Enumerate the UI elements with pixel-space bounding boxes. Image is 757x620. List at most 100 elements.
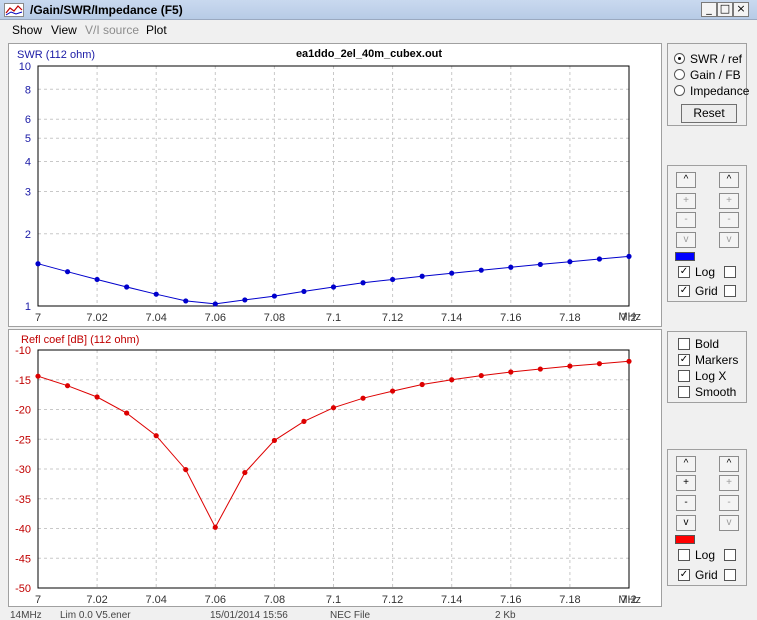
checkbox-label: Log X [695,369,727,383]
x-tick-label: 7.14 [441,312,462,324]
swr-min-up-button[interactable]: ^ [676,172,696,188]
menu-view[interactable]: View [51,23,77,37]
y-tick-label: 2 [25,229,31,241]
y-tick-label: 3 [25,186,31,198]
checkbox-checked-icon[interactable]: ✓ [678,285,690,297]
refl-min-minus-button[interactable]: - [676,495,696,511]
status-item: Lim 0.0 V5.ener [60,610,131,620]
refl-axis-label: Refl coef [dB] (112 ohm) [21,334,139,346]
swr-min-minus-button[interactable]: - [676,212,696,228]
y-tick-label: 8 [25,84,31,96]
data-point [301,288,307,295]
y-tick-label: -15 [15,375,31,387]
swr-grid-x-checkbox[interactable] [724,285,736,297]
y-tick-label: 4 [25,157,31,169]
checkbox-icon[interactable] [678,338,690,350]
x-tick-label: 7.2 [621,312,636,324]
checkbox-checked-icon[interactable]: ✓ [678,266,690,278]
menu-plot[interactable]: Plot [146,23,167,37]
refl-min-plus-button[interactable]: + [676,475,696,491]
refl-grid-x-checkbox[interactable] [724,569,736,581]
radio-selected-icon[interactable] [674,53,685,64]
data-point [419,381,425,388]
data-point [567,363,573,369]
maximize-button[interactable]: □ [717,2,733,17]
checkbox-icon[interactable] [678,549,690,561]
refl-coef-plot[interactable]: 7 7.02 7.04 7.06 7.08 7.1 7.12 7.14 7.16 7.18 7.2 -… [8,329,662,607]
y-tick-label: -35 [15,494,31,506]
data-point [212,524,218,530]
data-point [449,270,455,276]
menu-vi-source[interactable]: V/I source [85,23,140,37]
refl-min-down-button[interactable]: v [676,515,696,531]
menu-show[interactable]: Show [12,23,43,37]
x-tick-label: 7 [35,594,41,606]
swr-plot[interactable]: 7 7.02 7.04 7.06 7.08 7.1 7.12 7.14 7.16 7.18 7.2 1… [8,43,662,327]
data-point [64,269,71,275]
x-tick-label: 7.12 [382,594,403,606]
x-tick-label: 7.18 [559,594,580,606]
status-item: NEC File [330,610,371,620]
reset-button[interactable]: Reset [681,104,737,123]
x-tick-label: 7.14 [441,594,462,606]
checkbox-label: Log [695,265,716,279]
data-point [626,253,632,259]
swr-color-swatch[interactable] [675,252,695,261]
swr-max-minus-button[interactable]: - [719,212,739,228]
data-point [153,291,159,297]
refl-log-x-checkbox[interactable] [724,549,736,561]
checkbox-checked-icon[interactable]: ✓ [678,569,690,581]
data-point [94,394,100,400]
x-tick-label: 7.18 [559,312,580,324]
data-point [271,293,277,299]
data-point [183,466,189,473]
radio-icon[interactable] [674,69,685,80]
checkbox-icon[interactable] [678,370,690,382]
data-point [390,388,396,394]
data-point [626,358,632,364]
checkbox-label: Smooth [695,385,737,399]
swr-chart-svg: 7 7.02 7.04 7.06 7.08 7.1 7.12 7.14 7.16 7.18 7.2 1… [17,48,641,324]
data-point [537,261,543,268]
checkbox-checked-icon[interactable]: ✓ [678,354,690,366]
swr-min-plus-button[interactable]: + [676,193,696,209]
data-point [567,259,573,265]
x-tick-label: 7.16 [500,312,521,324]
x-tick-label: 7.04 [145,312,166,324]
radio-label: SWR / ref [690,52,743,66]
close-button[interactable]: × [733,2,749,17]
data-point [419,273,425,279]
data-point [271,437,277,444]
swr-min-down-button[interactable]: v [676,232,696,248]
checkbox-icon[interactable] [678,386,690,398]
y-tick-label: 6 [25,114,31,126]
refl-min-up-button[interactable]: ^ [676,456,696,472]
minimize-button[interactable]: _ [701,2,717,17]
checkbox-label: Markers [695,353,739,367]
x-tick-label: 7.12 [382,312,403,324]
refl-color-swatch[interactable] [675,535,695,544]
status-item: 15/01/2014 15:56 [210,610,288,620]
refl-max-up-button[interactable]: ^ [719,456,739,472]
swr-max-up-button[interactable]: ^ [719,172,739,188]
y-tick-label: 5 [25,133,31,145]
x-tick-label: 7.04 [145,594,166,606]
y-tick-label: -20 [15,405,31,417]
refl-max-down-button[interactable]: v [719,515,739,531]
mode-panel: SWR / ref Gain / FB Impedance Reset [667,43,749,126]
data-point [35,261,41,267]
x-tick-label: 7.1 [326,312,341,324]
top-x-unit: MHz [618,311,641,323]
swr-max-plus-button[interactable]: + [719,193,739,209]
swr-log-x-checkbox[interactable] [724,266,736,278]
refl-max-minus-button[interactable]: - [719,495,739,511]
refl-max-plus-button[interactable]: + [719,475,739,491]
refl-chart-svg: 7 7.02 7.04 7.06 7.08 7.1 7.12 7.14 7.16 7.18 7.2 -… [15,334,641,606]
window-title: /Gain/SWR/Impedance (F5) [30,3,183,17]
data-point [508,369,514,375]
data-point [508,264,514,270]
radio-icon[interactable] [674,85,685,96]
swr-max-down-button[interactable]: v [719,232,739,248]
plot-frame [37,65,630,307]
radio-label: Gain / FB [690,68,741,82]
